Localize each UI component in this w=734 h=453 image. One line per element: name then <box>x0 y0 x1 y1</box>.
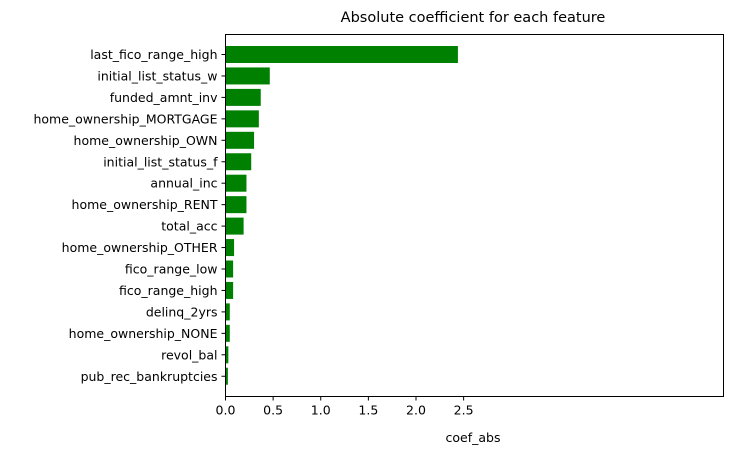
bar-initial_list_status_f <box>225 153 252 171</box>
category-label: revol_bal <box>161 347 217 362</box>
bar-total_acc <box>225 217 244 235</box>
x-tick-label: 2.0 <box>406 403 426 418</box>
chart-title: Absolute coefficient for each feature <box>341 10 606 26</box>
bar-home_ownership_NONE <box>225 324 230 342</box>
x-tick-label: 1.0 <box>311 403 331 418</box>
category-label: home_ownership_NONE <box>69 326 218 341</box>
bar-fico_range_low <box>225 260 234 278</box>
bar-delinq_2yrs <box>225 303 230 321</box>
bar-home_ownership_OWN <box>225 131 255 149</box>
bar-home_ownership_OTHER <box>225 239 235 257</box>
bar-pub_rec_bankruptcies <box>225 367 228 385</box>
bar-annual_inc <box>225 174 247 192</box>
category-label: home_ownership_MORTGAGE <box>33 111 217 126</box>
x-ticks: 0.0 0.5 1.0 1.5 2.0 2.5 <box>216 396 474 418</box>
plot-frame <box>225 34 724 397</box>
category-label: fico_range_high <box>119 283 218 298</box>
category-label: pub_rec_bankruptcies <box>81 369 218 384</box>
bars-group <box>225 46 458 385</box>
category-label: last_fico_range_high <box>90 47 217 62</box>
bar-fico_range_high <box>225 281 234 299</box>
bar-home_ownership_MORTGAGE <box>225 110 259 128</box>
bar-last_fico_range_high <box>225 46 458 63</box>
bar-revol_bal <box>225 346 229 364</box>
category-label: funded_amnt_inv <box>110 90 218 105</box>
category-label: annual_inc <box>150 176 217 191</box>
category-label: total_acc <box>161 219 217 234</box>
category-label: home_ownership_OWN <box>74 133 218 148</box>
bar-home_ownership_RENT <box>225 196 247 214</box>
category-label: initial_list_status_w <box>97 68 217 83</box>
x-axis-label: coef_abs <box>446 430 501 445</box>
category-label: home_ownership_RENT <box>72 197 218 212</box>
category-label: delinq_2yrs <box>146 304 218 319</box>
x-tick-label: 0.0 <box>216 403 236 418</box>
category-label: fico_range_low <box>125 262 218 277</box>
x-tick-label: 1.5 <box>358 403 378 418</box>
category-labels: last_fico_range_high initial_list_status_… <box>33 47 226 384</box>
bar-initial_list_status_w <box>225 67 270 85</box>
category-label: initial_list_status_f <box>103 154 218 169</box>
x-tick-label: 2.5 <box>454 403 474 418</box>
bar-funded_amnt_inv <box>225 88 261 106</box>
x-tick-label: 0.5 <box>263 403 283 418</box>
category-label: home_ownership_OTHER <box>62 240 218 255</box>
